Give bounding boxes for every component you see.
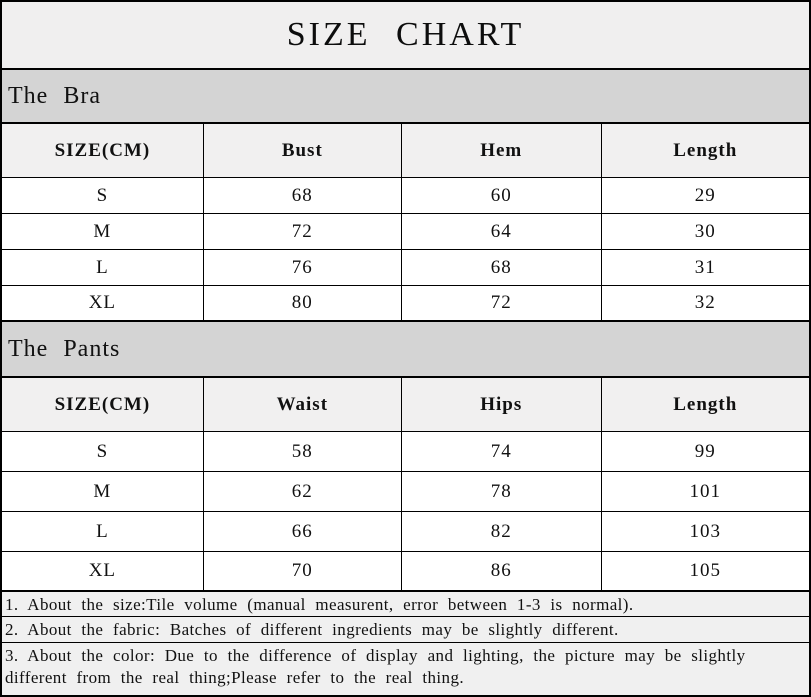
pants-row-l: L 66 82 103 [2,512,809,552]
section-heading-bra-label: The Bra [8,82,101,109]
size-cell: M [2,472,204,511]
value-cell: 68 [204,178,402,213]
value-cell: 29 [694,184,716,206]
value-cell: 72 [402,286,602,320]
value-cell: 70 [204,552,402,590]
pants-table-header-row: SIZE(CM) Waist Hips Length [2,378,809,432]
column-header-hips: Hips [402,378,602,431]
size-cell: L [2,512,204,551]
bra-row-m: M 72 64 30 [2,214,809,250]
note-line-color: 3. About the color: Due to the differenc… [2,643,809,695]
section-heading-bra: The Bra [2,70,809,124]
section-heading-pants: The Pants [2,322,809,378]
size-cell: L [2,250,204,285]
value-cell: 64 [402,214,602,249]
bra-row-xl: XL 80 72 32 [2,286,809,322]
column-header-length: Length [673,393,738,415]
size-cell: XL [2,286,204,320]
value-cell: 31 [694,256,716,278]
size-cell: XL [2,552,204,590]
column-header-size: SIZE(CM) [2,378,204,431]
value-cell: 60 [402,178,602,213]
value-cell: 86 [402,552,602,590]
bra-row-l: L 76 68 31 [2,250,809,286]
bra-row-s: S 68 60 29 [2,178,809,214]
note-line-fabric: 2. About the fabric: Batches of differen… [2,617,809,643]
value-cell: 101 [689,480,722,502]
title-bar: SIZE CHART [2,2,809,70]
value-cell: 105 [689,560,722,581]
column-header-hem: Hem [402,124,602,177]
value-cell: 80 [204,286,402,320]
pants-row-s: S 58 74 99 [2,432,809,472]
value-cell: 78 [402,472,602,511]
pants-row-m: M 62 78 101 [2,472,809,512]
value-cell: 103 [689,520,722,542]
value-cell: 72 [204,214,402,249]
section-heading-pants-label: The Pants [8,335,121,362]
value-cell: 62 [204,472,402,511]
notes-section: 1. About the size:Tile volume (manual me… [2,592,809,695]
column-header-waist: Waist [204,378,402,431]
bra-table-header-row: SIZE(CM) Bust Hem Length [2,124,809,178]
value-cell: 99 [694,440,716,462]
value-cell: 32 [694,292,716,313]
value-cell: 30 [694,220,716,242]
value-cell: 58 [204,432,402,471]
column-header-length: Length [673,139,738,161]
page-title: SIZE CHART [286,16,525,53]
value-cell: 66 [204,512,402,551]
value-cell: 82 [402,512,602,551]
value-cell: 68 [402,250,602,285]
size-cell: S [2,178,204,213]
value-cell: 74 [402,432,602,471]
column-header-size: SIZE(CM) [2,124,204,177]
note-line-size: 1. About the size:Tile volume (manual me… [2,592,809,617]
value-cell: 76 [204,250,402,285]
size-cell: S [2,432,204,471]
column-header-bust: Bust [204,124,402,177]
size-cell: M [2,214,204,249]
pants-row-xl: XL 70 86 105 [2,552,809,592]
